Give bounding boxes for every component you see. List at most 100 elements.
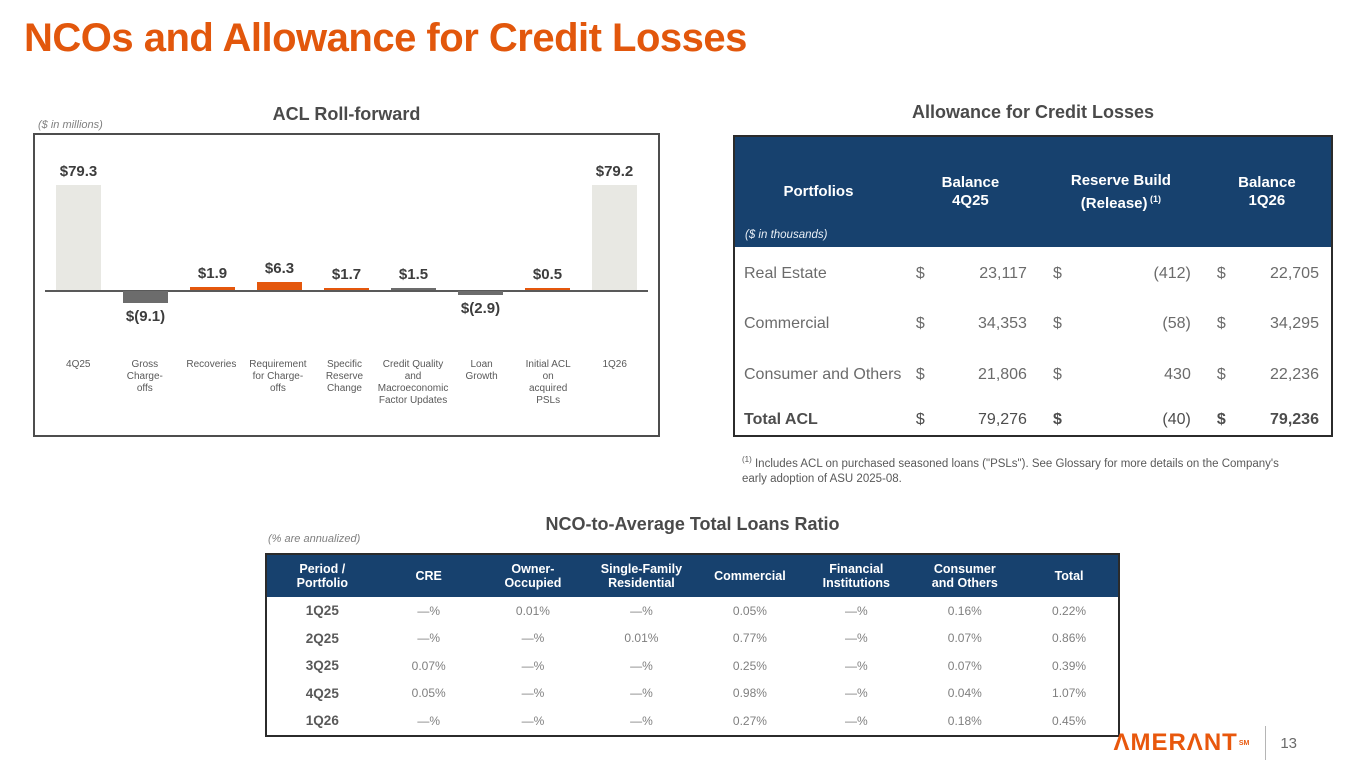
x-axis-label: 4Q25 <box>66 359 91 370</box>
table-row: 1Q26 —% —% —% 0.27% —% 0.18% 0.45% <box>267 707 1118 735</box>
money-cell: $21,806 <box>902 366 1039 384</box>
footer-divider <box>1265 726 1267 760</box>
bar-value-label: $6.3 <box>264 259 295 277</box>
table-row: Consumer and Others $21,806 $430 $22,236 <box>735 349 1331 401</box>
cell-value: —% <box>521 686 545 701</box>
money-cell: $79,236 <box>1203 411 1331 429</box>
money-cell: $ (412) <box>1039 265 1203 283</box>
footnote: (1) Includes ACL on purchased seasoned l… <box>742 452 1282 487</box>
bar-value-label: $0.5 <box>532 265 563 283</box>
currency-symbol: $ <box>1052 411 1062 428</box>
waterfall-bar <box>55 185 102 290</box>
column-header: Commercial <box>714 569 786 583</box>
cell-value: —% <box>630 686 653 701</box>
cell-value: —% <box>844 686 868 701</box>
cell-value: 0.86% <box>1052 631 1087 646</box>
x-axis-label: Specific Reserve Change <box>325 359 364 394</box>
waterfall-column: $1.9 <box>179 145 246 345</box>
x-axis-label: 1Q26 <box>602 359 627 370</box>
waterfall-bar <box>390 287 437 290</box>
waterfall-bar <box>256 281 303 290</box>
currency-symbol: $ <box>1052 315 1062 332</box>
money-cell: $22,705 <box>1203 265 1331 283</box>
acl-table-body: Real Estate $23,117 $ (412) $22,705 Commercia… <box>735 249 1331 439</box>
column-header: Portfolios <box>783 183 854 200</box>
x-axis-label: Requirement for Charge-offs <box>249 359 307 394</box>
money-cell: $22,236 <box>1203 366 1331 384</box>
cell-value: 79,236 <box>1270 411 1319 428</box>
column-header: CRE <box>415 569 442 583</box>
row-label: Commercial <box>744 315 830 332</box>
cell-value: —% <box>521 713 545 728</box>
cell-value: 0.39% <box>1052 658 1087 673</box>
waterfall-bar <box>122 291 169 304</box>
chart-title: ACL Roll-forward <box>272 104 421 124</box>
column-header: Reserve Build (Release) (1) <box>1070 171 1171 212</box>
cell-value: —% <box>630 658 653 673</box>
currency-symbol: $ <box>1216 265 1226 282</box>
nco-table-header: Period / Portfolio CRE Owner- Occupied Single… <box>267 555 1118 597</box>
x-axis-label: Gross Charge-offs <box>126 359 163 394</box>
period-label: 2Q25 <box>305 630 339 646</box>
waterfall-column: $79.2 <box>581 145 648 345</box>
table-row: Real Estate $23,117 $ (412) $22,705 <box>735 249 1331 299</box>
bar-value-label: $79.2 <box>595 163 634 181</box>
currency-symbol: $ <box>1216 366 1226 383</box>
waterfall-column: $(9.1) <box>112 145 179 345</box>
column-header: Financial Institutions <box>822 562 890 590</box>
cell-value: 0.18% <box>947 713 982 728</box>
cell-value: —% <box>844 603 868 618</box>
cell-value: 21,806 <box>978 366 1027 383</box>
waterfall-column: $1.7 <box>313 145 380 345</box>
acl-table: Portfolios Balance 4Q25 Reserve Build (Relea… <box>733 135 1333 437</box>
waterfall-plot: $79.3 $(9.1) $1.9 $6.3 $1.7 $1.5 $(2.9) $0.5 $79… <box>45 145 648 345</box>
amerant-logo: ΛMERΛNT <box>1113 729 1238 756</box>
cell-value: 0.22% <box>1052 603 1087 618</box>
row-label: Total ACL <box>744 411 818 428</box>
footnote-text: Includes ACL on purchased seasoned loans… <box>742 457 1279 485</box>
cell-value: 0.98% <box>732 686 767 701</box>
cell-value: —% <box>417 603 441 618</box>
cell-value: (58) <box>1162 315 1191 332</box>
cell-value: —% <box>521 631 545 646</box>
cell-value: —% <box>630 603 653 618</box>
amerant-logo-sm: SM <box>1238 739 1250 747</box>
nco-table-title: NCO-to-Average Total Loans Ratio <box>545 514 840 534</box>
table-row: 2Q25 —% —% 0.01% 0.77% —% 0.07% 0.86% <box>267 624 1118 652</box>
cell-value: 0.16% <box>947 603 982 618</box>
footnote-marker: (1) <box>742 455 752 464</box>
bar-value-label: $(9.1) <box>125 308 166 326</box>
table-row: Total ACL $79,276 $ (40) $79,236 <box>735 401 1331 439</box>
column-header: Period / Portfolio <box>296 562 348 590</box>
period-label: 3Q25 <box>305 658 339 674</box>
column-header: Consumer and Others <box>931 562 998 590</box>
column-header: Total <box>1054 569 1084 583</box>
waterfall-column: $79.3 <box>45 145 112 345</box>
cell-value: —% <box>630 713 653 728</box>
cell-value: 0.01% <box>515 603 550 618</box>
money-cell: $34,353 <box>902 315 1039 333</box>
cell-value: 0.27% <box>732 713 767 728</box>
money-cell: $ (40) <box>1039 411 1203 429</box>
cell-value: 0.05% <box>732 603 767 618</box>
waterfall-column: $(2.9) <box>447 145 514 345</box>
cell-value: 0.45% <box>1052 713 1087 728</box>
currency-symbol: $ <box>1052 265 1062 282</box>
cell-value: —% <box>844 631 868 646</box>
money-cell: $23,117 <box>902 265 1039 283</box>
x-axis-label: Loan Growth <box>465 359 498 382</box>
money-cell: $430 <box>1039 366 1203 384</box>
period-label: 1Q25 <box>305 603 339 619</box>
row-label: Real Estate <box>744 265 827 282</box>
cell-value: 0.07% <box>411 658 446 673</box>
cell-value: (40) <box>1162 411 1191 428</box>
cell-value: 79,276 <box>978 411 1027 428</box>
money-cell: $ (58) <box>1039 315 1203 333</box>
waterfall-chart: $79.3 $(9.1) $1.9 $6.3 $1.7 $1.5 $(2.9) $0.5 $79… <box>33 133 660 437</box>
period-label: 4Q25 <box>305 685 339 701</box>
chart-units-note: ($ in millions) <box>38 119 103 131</box>
column-header: Owner- Occupied <box>504 562 562 590</box>
currency-symbol: $ <box>1216 411 1226 428</box>
column-header: Balance 4Q25 <box>941 174 1000 209</box>
